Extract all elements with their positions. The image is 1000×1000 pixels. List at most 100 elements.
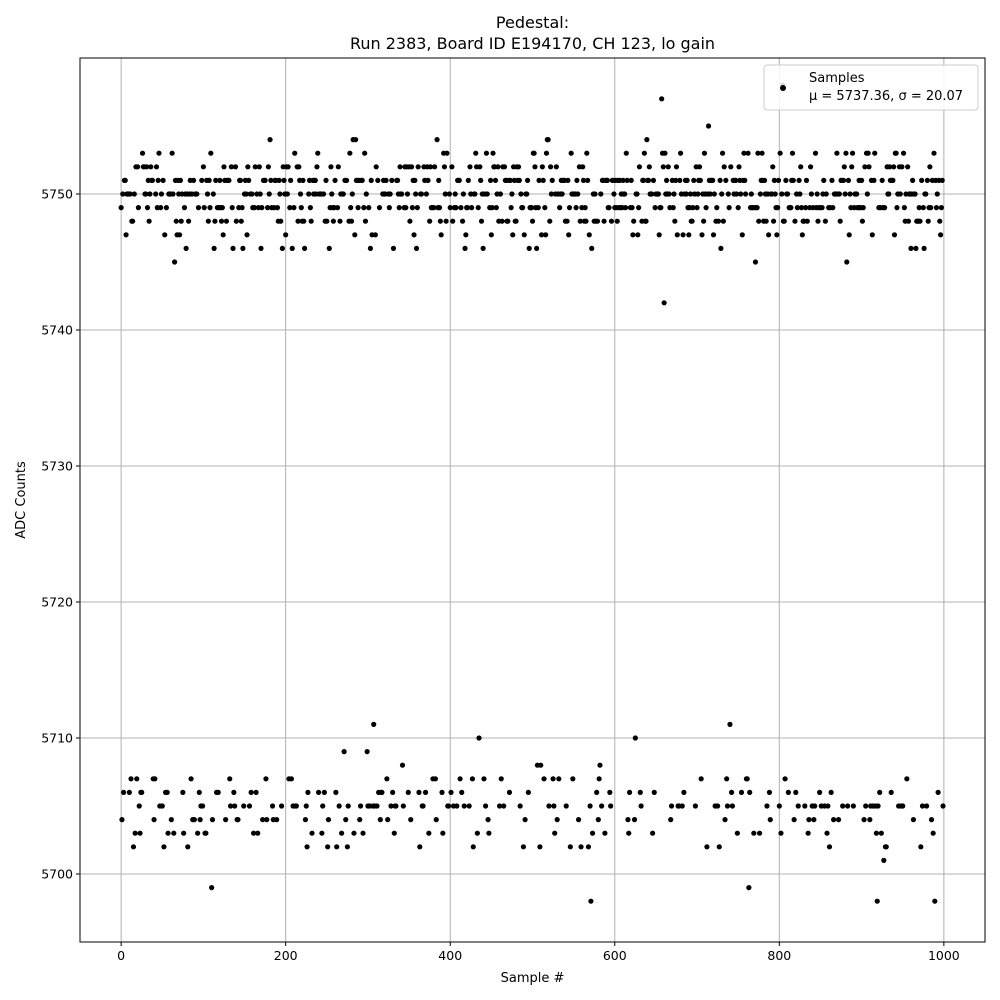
data-point xyxy=(869,232,875,238)
data-point xyxy=(235,817,241,823)
data-point xyxy=(873,830,880,836)
data-point xyxy=(921,245,927,251)
data-point xyxy=(472,191,478,197)
data-point xyxy=(520,844,527,850)
data-point xyxy=(862,164,868,170)
data-point xyxy=(250,830,257,836)
data-point xyxy=(492,177,499,183)
legend-stats: μ = 5737.36, σ = 20.07 xyxy=(809,89,963,104)
data-point xyxy=(337,218,343,224)
data-point xyxy=(821,177,827,183)
data-point xyxy=(230,245,236,251)
data-point xyxy=(635,232,641,238)
data-point xyxy=(734,830,740,836)
data-point xyxy=(738,191,744,197)
data-point xyxy=(467,164,473,170)
data-point xyxy=(724,803,731,809)
data-point xyxy=(359,177,365,183)
data-point xyxy=(928,817,935,823)
data-point xyxy=(436,205,443,211)
data-point xyxy=(601,218,607,224)
data-point xyxy=(135,205,142,211)
data-point xyxy=(691,177,697,183)
data-point xyxy=(812,150,819,156)
legend-marker xyxy=(780,85,786,91)
data-point xyxy=(622,191,628,197)
data-point xyxy=(199,177,205,183)
y-axis-label: ADC Counts xyxy=(14,461,29,539)
data-point xyxy=(379,789,385,796)
data-point xyxy=(837,218,843,224)
chart-title-line1: Pedestal: xyxy=(496,13,569,32)
data-point xyxy=(390,789,396,796)
data-point xyxy=(243,191,249,197)
data-point xyxy=(461,803,467,809)
data-point xyxy=(423,191,429,197)
data-point xyxy=(464,205,471,211)
data-point xyxy=(680,232,686,238)
data-point xyxy=(637,789,643,796)
data-point xyxy=(770,218,777,224)
data-point xyxy=(508,205,514,211)
data-point xyxy=(158,205,164,211)
data-point xyxy=(308,218,314,224)
data-point xyxy=(761,177,768,183)
data-point xyxy=(897,191,903,197)
data-point xyxy=(302,245,308,251)
data-point xyxy=(149,177,155,183)
data-point xyxy=(934,191,940,197)
data-point xyxy=(905,218,912,224)
data-point xyxy=(304,844,310,850)
legend: Samples μ = 5737.36, σ = 20.07 xyxy=(763,64,979,111)
data-point xyxy=(483,803,489,809)
data-point xyxy=(802,803,808,809)
data-point xyxy=(844,259,850,265)
data-point xyxy=(920,205,926,211)
data-point xyxy=(147,191,153,197)
data-point xyxy=(735,205,741,211)
data-point xyxy=(684,177,690,183)
data-point xyxy=(339,830,345,836)
data-point xyxy=(843,150,849,156)
data-point xyxy=(469,776,476,782)
data-point xyxy=(710,232,717,238)
data-point xyxy=(199,803,206,809)
data-point xyxy=(131,191,137,197)
data-point xyxy=(197,817,203,823)
data-point xyxy=(357,817,363,823)
data-point xyxy=(315,789,322,796)
data-point xyxy=(132,830,138,836)
data-point xyxy=(917,218,923,224)
data-point xyxy=(288,177,294,183)
data-point xyxy=(826,844,833,850)
data-point xyxy=(721,164,727,170)
data-point xyxy=(578,844,584,850)
data-point xyxy=(122,177,128,183)
data-point xyxy=(344,844,350,850)
data-point xyxy=(437,218,443,224)
data-point xyxy=(742,177,748,183)
data-point xyxy=(296,164,302,170)
data-point xyxy=(298,205,304,211)
data-point xyxy=(183,245,189,251)
data-point xyxy=(940,803,946,809)
data-point xyxy=(770,164,776,170)
data-point xyxy=(791,817,797,823)
data-point xyxy=(485,817,491,823)
data-point xyxy=(819,205,825,211)
data-point xyxy=(553,164,559,170)
data-point xyxy=(689,218,695,224)
data-point xyxy=(341,749,347,755)
data-point xyxy=(194,191,200,197)
data-point xyxy=(658,205,664,211)
data-point xyxy=(130,218,136,224)
data-point xyxy=(763,218,769,224)
data-point xyxy=(846,232,852,238)
data-point xyxy=(372,232,378,238)
data-point xyxy=(186,218,192,224)
data-point xyxy=(336,803,342,809)
data-point xyxy=(636,205,642,211)
data-point xyxy=(652,205,658,211)
data-point xyxy=(407,218,413,224)
data-point xyxy=(152,776,158,782)
